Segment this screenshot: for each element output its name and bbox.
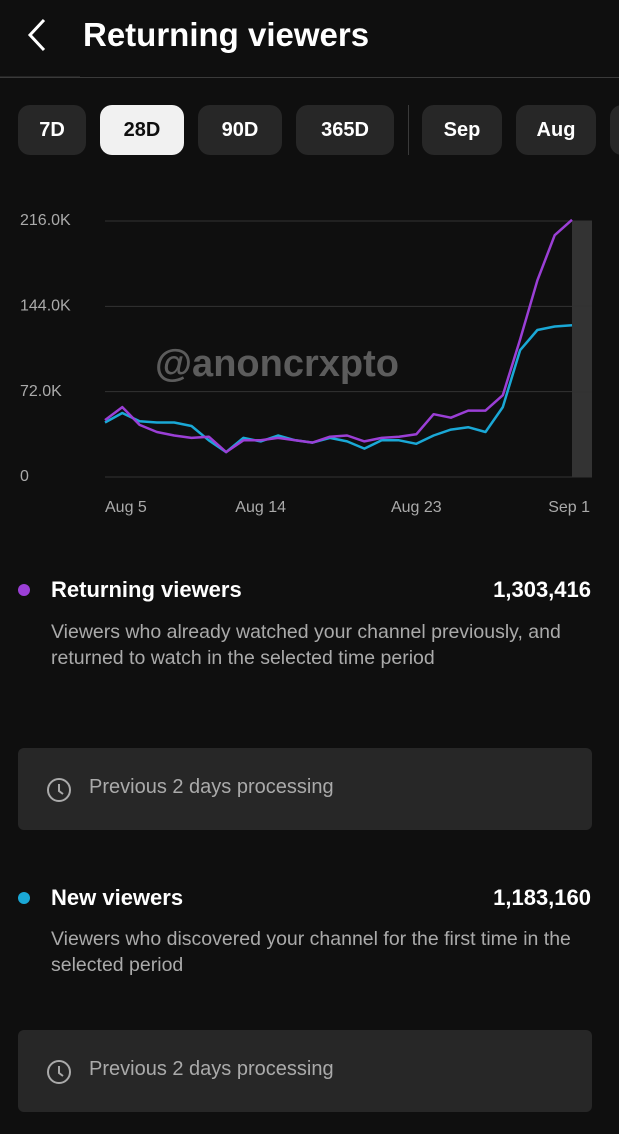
metric-total: 1,303,416 bbox=[493, 577, 591, 602]
page-title: Returning viewers bbox=[83, 16, 370, 53]
legend-dot bbox=[18, 584, 30, 596]
range-tab[interactable]: Sep bbox=[422, 105, 502, 155]
tab-partial[interactable] bbox=[610, 105, 619, 155]
range-tab[interactable]: 28D bbox=[100, 105, 184, 155]
clock-icon bbox=[47, 1060, 71, 1084]
range-tab[interactable]: 7D bbox=[18, 105, 86, 155]
y-tick-label: 144.0K bbox=[20, 298, 71, 315]
legend-dot bbox=[18, 584, 30, 596]
processing-box: Previous 2 days processing bbox=[18, 748, 592, 830]
processing-box: Previous 2 days processing bbox=[18, 1030, 592, 1112]
y-tick-label: 0 bbox=[20, 468, 29, 485]
legend-dot bbox=[18, 892, 30, 904]
line-series bbox=[104, 218, 573, 454]
chart: 0 72.0K 144.0K 216.0K Aug 5 Aug 14 Aug 23 Sep 1 bbox=[20, 212, 592, 516]
tab-separator bbox=[408, 105, 409, 155]
range-tab[interactable]: Aug bbox=[516, 105, 596, 155]
legend-dot bbox=[18, 892, 30, 904]
watermark: @anoncrxpto bbox=[155, 343, 399, 385]
back-arrow bbox=[27, 18, 46, 52]
metric-description: Viewers who already watched your channel… bbox=[51, 621, 561, 669]
processing-note: Previous 2 days processing bbox=[89, 776, 334, 798]
x-tick-label: Aug 5 bbox=[105, 499, 147, 516]
range-tab[interactable]: 365D bbox=[296, 105, 394, 155]
line-series bbox=[104, 324, 573, 454]
clock-icon bbox=[47, 778, 71, 802]
y-tick-label: 72.0K bbox=[20, 383, 62, 400]
processing-note: Previous 2 days processing bbox=[89, 1058, 334, 1080]
metric-name: Returning viewers bbox=[51, 577, 242, 602]
x-tick-label: Aug 23 bbox=[391, 499, 442, 516]
metric-description: Viewers who discovered your channel for … bbox=[51, 928, 571, 976]
hover-band bbox=[572, 221, 592, 477]
divider bbox=[0, 77, 619, 78]
x-tick-label: Sep 1 bbox=[548, 499, 590, 516]
range-tab[interactable]: 90D bbox=[198, 105, 282, 155]
metric-total: 1,183,160 bbox=[493, 885, 591, 910]
metric-name: New viewers bbox=[51, 885, 184, 910]
y-tick-label: 216.0K bbox=[20, 212, 71, 229]
x-tick-label: Aug 14 bbox=[235, 499, 286, 516]
